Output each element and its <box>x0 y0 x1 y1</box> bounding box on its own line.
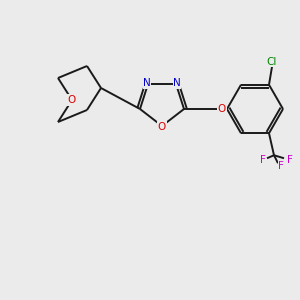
Text: N: N <box>143 78 151 88</box>
Text: Cl: Cl <box>267 57 277 67</box>
Text: O: O <box>158 122 166 132</box>
Text: F: F <box>278 161 284 171</box>
Text: O: O <box>67 95 75 105</box>
Text: F: F <box>287 155 293 165</box>
Text: F: F <box>260 155 266 165</box>
Text: N: N <box>173 78 181 88</box>
Text: O: O <box>218 104 226 114</box>
